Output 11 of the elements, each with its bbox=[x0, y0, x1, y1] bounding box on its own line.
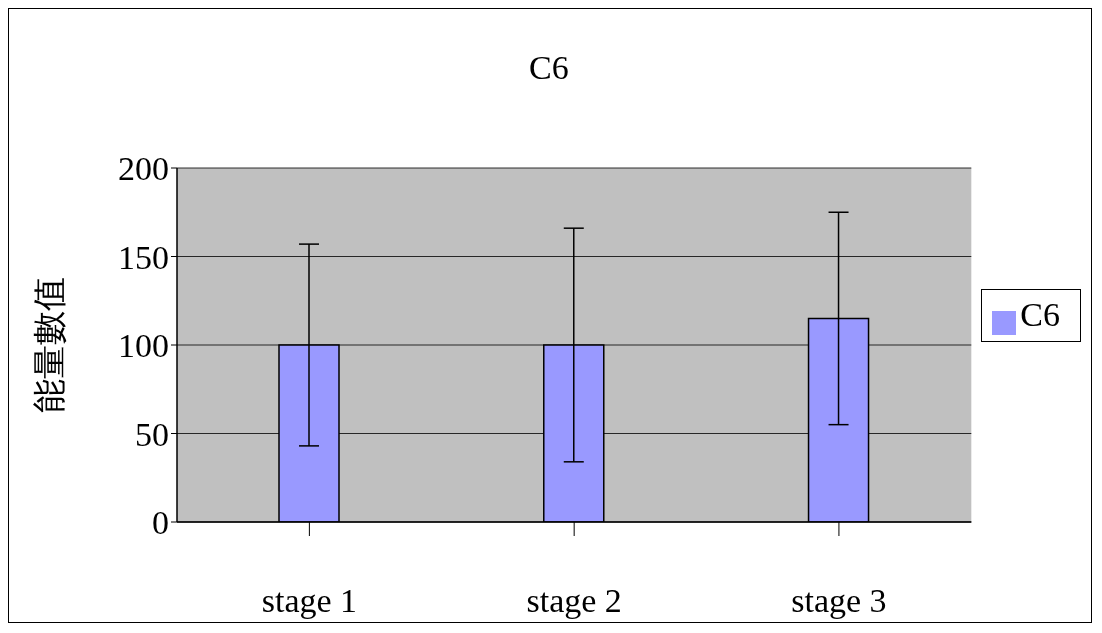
y-tick-label: 0 bbox=[152, 504, 169, 542]
x-tick-label: stage 1 bbox=[261, 582, 358, 620]
y-tick-label: 150 bbox=[118, 238, 169, 276]
y-tick-label: 50 bbox=[135, 415, 169, 453]
legend-label: C6 bbox=[1020, 296, 1060, 334]
y-tick-label: 200 bbox=[118, 150, 169, 188]
chart-title: C6 bbox=[528, 49, 570, 87]
x-tick-label: stage 2 bbox=[526, 582, 622, 620]
x-tick-label: stage 3 bbox=[791, 582, 887, 620]
y-axis-title: 能量數值 bbox=[29, 277, 70, 413]
y-tick-label: 100 bbox=[118, 327, 169, 365]
